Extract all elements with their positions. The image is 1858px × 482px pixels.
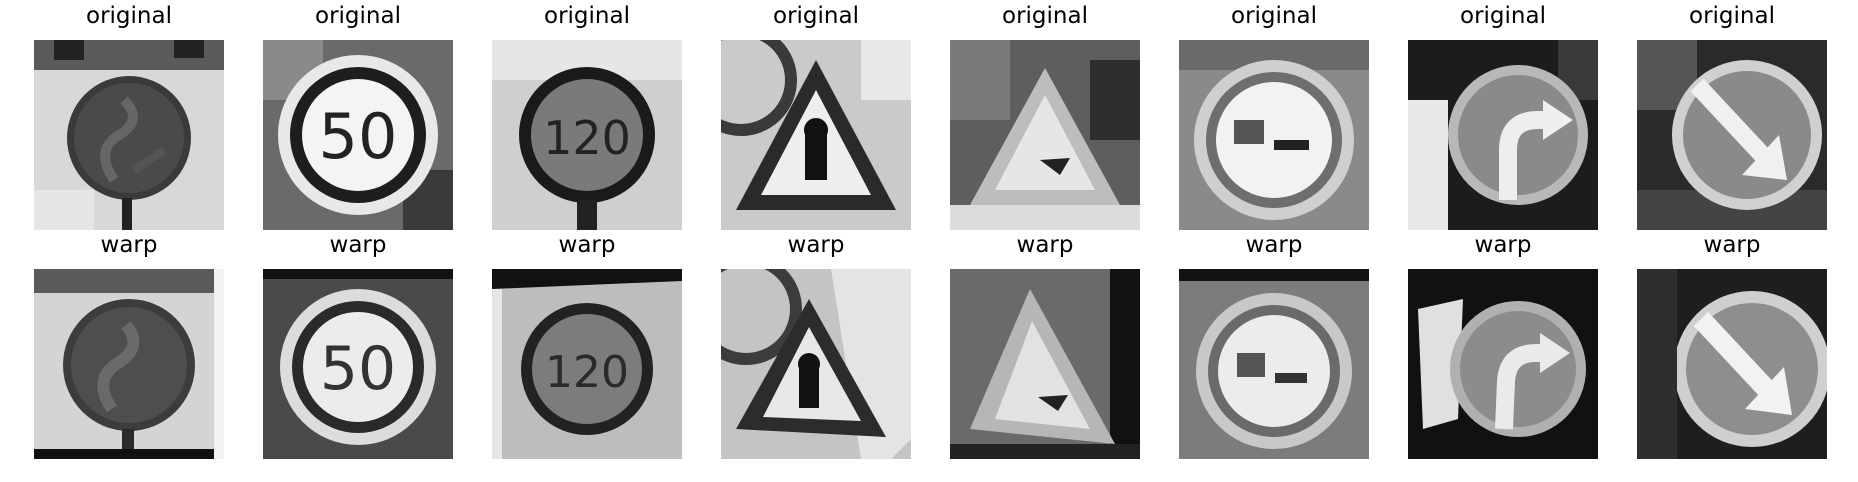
panel-title: original xyxy=(1002,3,1088,29)
panel-title: original xyxy=(544,3,630,29)
sign-image-double-curve xyxy=(34,269,224,459)
panel-title: warp xyxy=(100,232,158,258)
panel-title: warp xyxy=(1245,232,1303,258)
sign-image-keep-right xyxy=(1637,40,1827,230)
sign-image-speed-limit-120: 120 xyxy=(492,269,682,459)
sign-image-no-overtaking xyxy=(1179,269,1369,459)
panel-title: original xyxy=(773,3,859,29)
panel-title: original xyxy=(1689,3,1775,29)
sign-image-speed-limit-50: 50 xyxy=(263,40,453,230)
sign-number: 50 xyxy=(320,334,396,404)
sign-image-turn-right xyxy=(1408,269,1598,459)
panel-title: original xyxy=(86,3,172,29)
sign-image-warning-triangle-alt xyxy=(950,40,1140,230)
panel-title: original xyxy=(1460,3,1546,29)
sign-number: 50 xyxy=(319,100,398,173)
sign-number: 120 xyxy=(545,347,629,398)
sign-image-warning-triangle xyxy=(721,40,911,230)
panel-title: warp xyxy=(787,232,845,258)
panel-title: original xyxy=(1231,3,1317,29)
panel-title: warp xyxy=(1016,232,1074,258)
sign-image-keep-right xyxy=(1637,269,1827,459)
sign-image-speed-limit-50: 50 xyxy=(263,269,453,459)
panel-title: warp xyxy=(1474,232,1532,258)
sign-image-double-curve xyxy=(34,40,224,230)
panel-title: original xyxy=(315,3,401,29)
panel-title: warp xyxy=(558,232,616,258)
panel-title: warp xyxy=(1703,232,1761,258)
sign-image-turn-right xyxy=(1408,40,1598,230)
sign-image-speed-limit-120: 120 xyxy=(492,40,682,230)
sign-image-warning-triangle-alt xyxy=(950,269,1140,459)
sign-number: 120 xyxy=(543,111,631,165)
sign-image-no-overtaking xyxy=(1179,40,1369,230)
sign-image-warning-triangle xyxy=(721,269,911,459)
panel-title: warp xyxy=(329,232,387,258)
